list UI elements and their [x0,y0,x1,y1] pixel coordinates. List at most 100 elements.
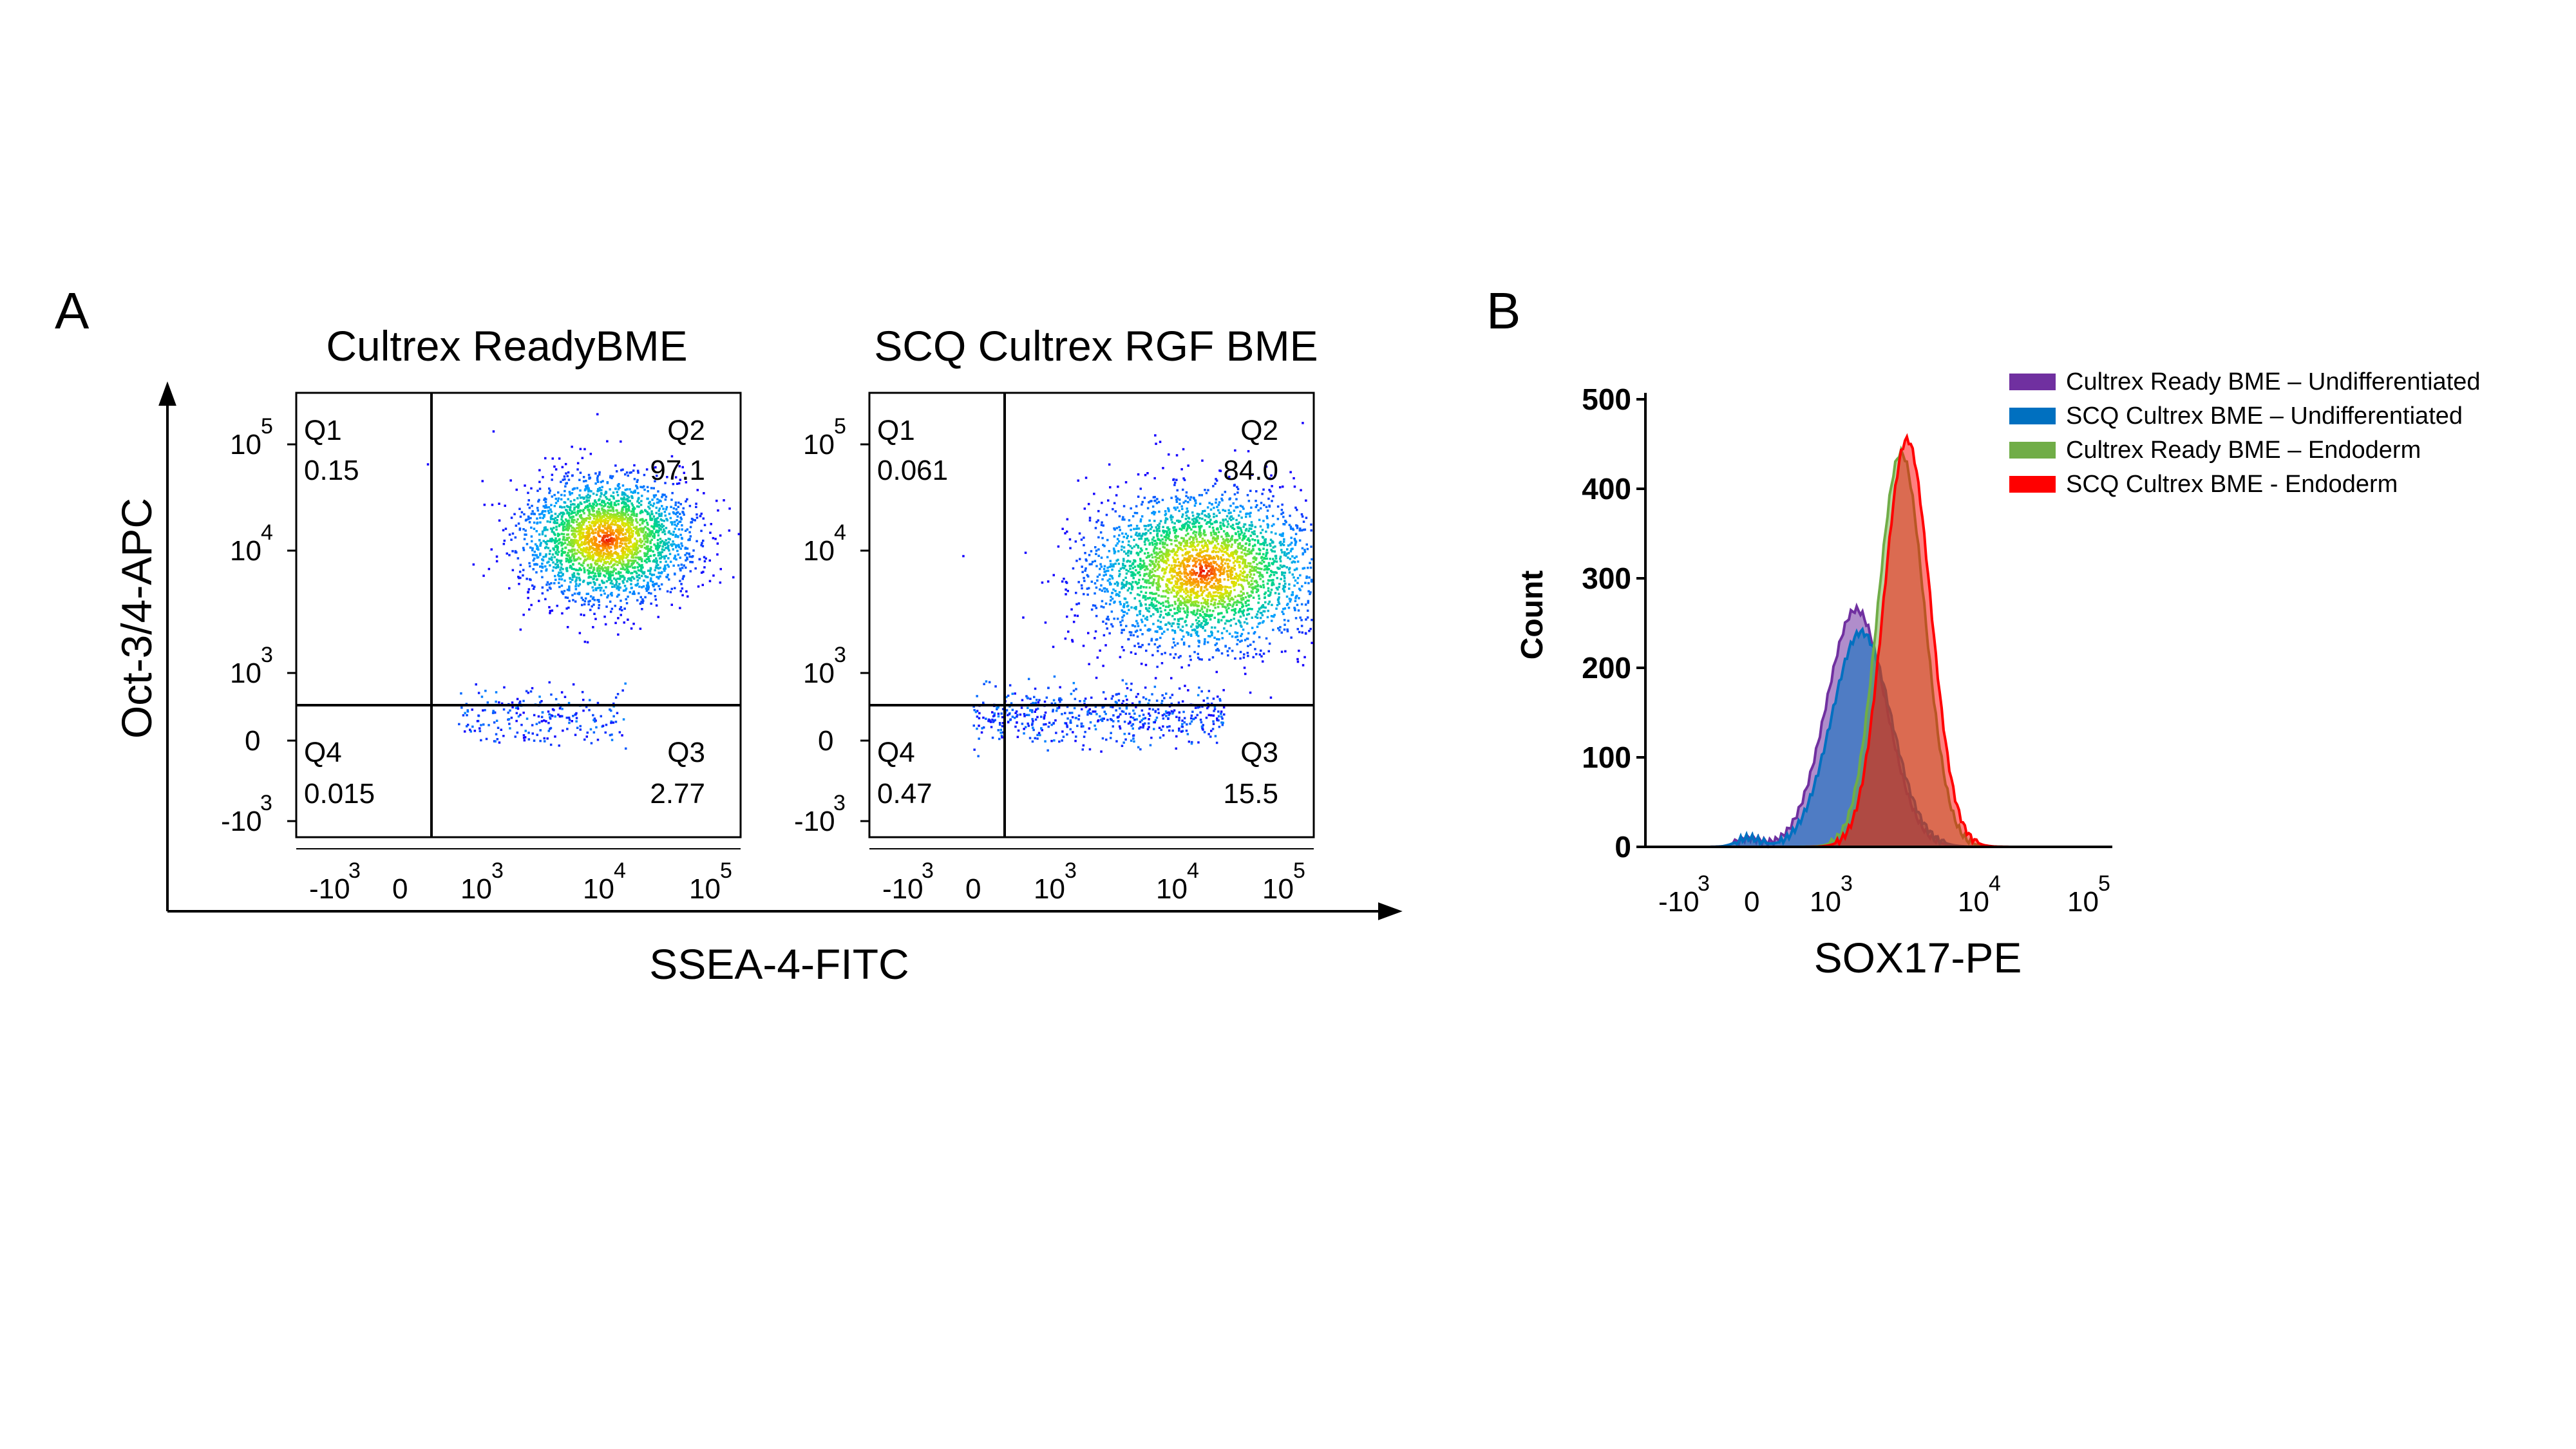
scatter-2-event [1240,546,1243,549]
scatter-2-event [1243,621,1246,624]
scatter-1-event [649,542,652,544]
scatter-1-event [685,590,688,593]
scatter-2-event [1173,571,1175,573]
scatter-1-event [623,547,625,549]
scatter-1-event [578,529,581,532]
scatter-1-event [579,532,582,535]
scatter-1-event [541,566,544,569]
scatter-2-event [1267,650,1270,652]
scatter-1-event [652,550,654,553]
scatter-1-event [629,535,632,538]
scatter-1-event [575,720,578,723]
scatter-2-event [1278,596,1280,599]
scatter-1-event [583,555,587,558]
scatter-2-event [1258,567,1261,570]
scatter-1-event [622,718,625,721]
scatter-1-event [677,528,681,531]
scatter-1-event [654,598,658,601]
scatter-1-event [639,556,642,559]
scatter-1-event [646,527,649,530]
scatter-2-event [1302,422,1304,424]
scatter-1-event [547,506,551,509]
scatter-2-event [1122,605,1125,608]
scatter-1-event [634,560,636,562]
scatter-1-event [569,542,572,545]
scatter-2-event [1141,621,1144,623]
scatter-2-event [1145,547,1148,551]
scatter-1-event [522,699,525,703]
scatter-2-event [1188,599,1190,601]
scatter-1-event [643,527,645,530]
scatter-1-event [655,547,658,550]
scatter-1-event [615,572,618,574]
scatter-1-event [606,550,609,553]
scatter-1-event [557,574,560,576]
scatter-2-event [1157,500,1160,504]
scatter-2-event [1212,556,1215,558]
scatter-1-event [592,589,595,592]
scatter-1-event [640,527,643,530]
scatter-2-event [1238,608,1242,611]
scatter-2-event [1262,520,1265,522]
scatter-2-event [1193,504,1197,507]
scatter-1-event [484,690,487,692]
scatter-1-event [723,499,725,502]
scatter-1-event [602,554,605,556]
scatter-1-event [591,551,593,553]
scatter-2-event [1260,605,1264,608]
scatter-2-event [1259,578,1262,580]
scatter-1-event [601,486,603,488]
scatter-1-event [516,707,520,710]
scatter-2-event [1251,473,1254,476]
scatter-1-event [591,505,594,507]
scatter-1-event [653,583,656,585]
scatter-1-event [589,539,592,542]
scatter-1-event [550,540,553,543]
scatter-1-event [573,488,575,490]
scatter-1-event [546,589,549,592]
scatter-1-event [568,600,571,602]
scatter-1-event [586,541,589,544]
scatter-2-event [1199,551,1202,554]
scatter-1-ytick-neg1e3: -10 [221,806,262,837]
scatter-2-event [1105,513,1108,516]
scatter-2-event [1139,520,1142,523]
scatter-1-event [609,600,612,603]
scatter-1-event [527,491,529,495]
scatter-1-event [538,480,541,484]
scatter-2-event [1170,550,1173,553]
scatter-1-event [630,516,632,519]
scatter-1-event [629,500,631,502]
scatter-1-event [708,559,711,562]
scatter-2-event [1212,547,1215,549]
scatter-1-event [703,524,706,527]
scatter-1-event [632,548,634,551]
scatter-2-event [1118,526,1121,529]
scatter-1-event [540,570,543,573]
scatter-2-event [1238,640,1242,643]
scatter-2-event [1220,632,1224,634]
scatter-1-event [594,618,597,620]
scatter-2-event [1182,501,1185,504]
scatter-2-event [1206,545,1209,547]
scatter-1-event [657,616,659,618]
scatter-2-event [1168,453,1170,456]
scatter-1-event [594,520,597,523]
scatter-1-event [600,492,603,495]
scatter-1-event [554,567,558,569]
scatter-1-event [677,545,681,549]
scatter-1-event [533,551,536,553]
scatter-1-event [689,560,692,564]
scatter-1-event [567,478,571,481]
scatter-1-event [488,724,490,726]
scatter-1-event [639,529,643,532]
scatter-1-event [472,563,475,566]
shared-x-axis-title: SSEA-4-FITC [649,940,909,988]
scatter-1-event [559,562,562,564]
scatter-1-event [600,523,603,526]
scatter-2-event [1168,549,1170,552]
scatter-1-event [653,522,656,526]
scatter-2-event [1299,574,1302,577]
scatter-1-event [490,548,493,551]
scatter-1-event [515,706,518,710]
